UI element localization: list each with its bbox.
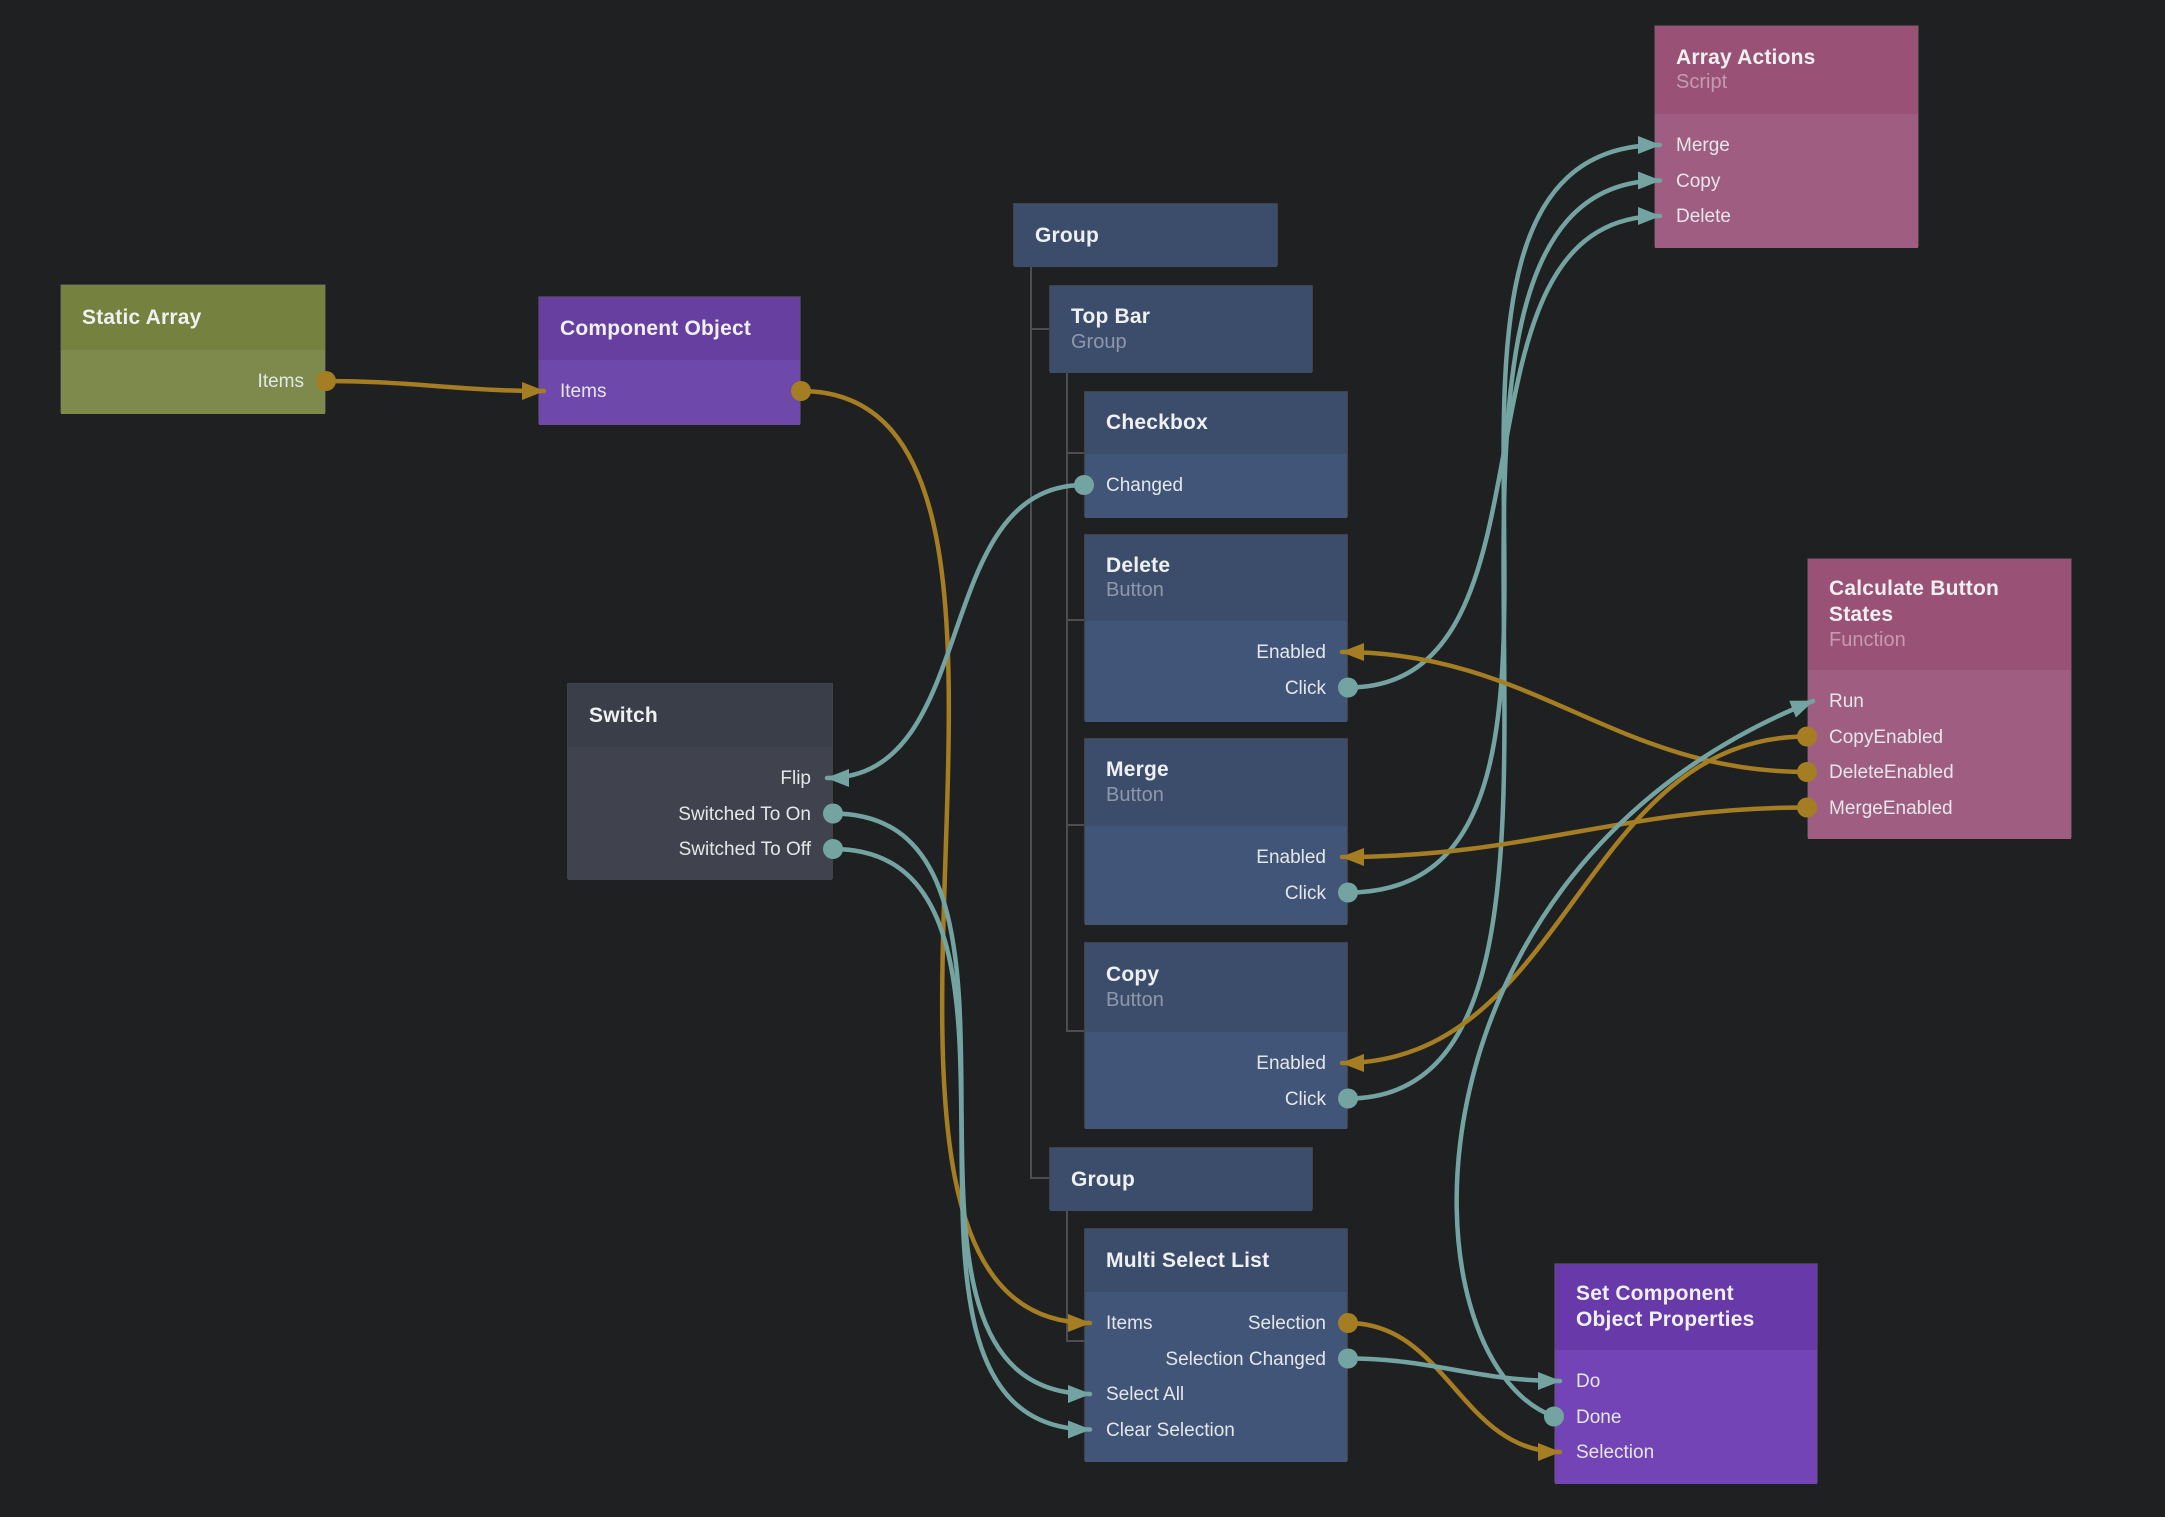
node-port-section: Enabled Click [1085, 1032, 1347, 1129]
port-label-flip: Flip [780, 768, 811, 789]
node-switch[interactable]: Switch Flip Switched To On Switched To Off [567, 683, 833, 880]
node-static-array[interactable]: Static Array Items [60, 284, 326, 414]
node-port-section: Items [61, 350, 325, 414]
node-title: Delete [1106, 553, 1171, 577]
port-label-delete: Delete [1676, 206, 1731, 227]
node-header: Top Bar Group [1050, 286, 1312, 373]
node-title: Component Object [560, 316, 752, 340]
port-label-enabled: Enabled [1256, 1053, 1326, 1074]
node-port-section: Do Done Selection [1555, 1350, 1817, 1484]
node-header: Static Array [61, 285, 325, 350]
port-label-done: Done [1576, 1406, 1622, 1428]
node-header: Set Component Object Properties [1555, 1264, 1817, 1350]
node-subtitle: Button [1106, 783, 1164, 806]
node-port-section: Flip Switched To On Switched To Off [568, 747, 832, 880]
node-merge-btn[interactable]: Merge Button Enabled Click [1084, 738, 1348, 925]
node-top-bar[interactable]: Top Bar Group [1049, 285, 1313, 373]
node-port-section: Items [539, 360, 800, 425]
port-label-enabled: Enabled [1256, 847, 1326, 868]
node-group1[interactable]: Group [1013, 203, 1278, 267]
port-label-enabled: Enabled [1256, 642, 1326, 663]
node-component-object[interactable]: Component Object Items [538, 296, 801, 425]
node-port-section: Changed [1085, 454, 1347, 518]
node-header: Component Object [539, 297, 800, 360]
port-label-click: Click [1284, 1088, 1326, 1110]
port-label-mergeenabled: MergeEnabled [1829, 797, 1953, 819]
port-label-selection: Selection [1247, 1313, 1326, 1334]
node-port-section: Enabled Click [1085, 826, 1347, 925]
port-label-click: Click [1284, 677, 1326, 699]
port-label-merge: Merge [1676, 135, 1730, 156]
port-label-do: Do [1576, 1371, 1601, 1392]
node-port-section: Merge Copy Delete [1655, 114, 1918, 248]
node-header: Multi Select List [1085, 1229, 1347, 1292]
node-title: Set Component Object Properties [1576, 1282, 1755, 1331]
node-header: Group [1050, 1148, 1312, 1211]
port-label-select-all: Select All [1106, 1384, 1185, 1405]
node-subtitle: Button [1106, 988, 1164, 1011]
port-label-deleteenabled: DeleteEnabled [1829, 762, 1954, 783]
node-header: Group [1014, 204, 1277, 267]
node-array-actions[interactable]: Array Actions Script Merge Copy Delete [1654, 25, 1919, 248]
node-port-section: Items Selection Selection Changed Select Al… [1085, 1292, 1347, 1462]
node-delete-btn[interactable]: Delete Button Enabled Click [1084, 534, 1348, 722]
node-title: Merge [1106, 758, 1169, 782]
node-checkbox[interactable]: Checkbox Changed [1084, 391, 1348, 518]
node-header: Checkbox [1085, 392, 1347, 454]
node-title: Checkbox [1106, 411, 1208, 435]
node-port-section: Run CopyEnabled DeleteEnabled MergeEnabled [1808, 670, 2071, 839]
port-label-selection-changed: Selection Changed [1165, 1348, 1326, 1370]
node-multi-select[interactable]: Multi Select List Items Selection Selection… [1084, 1228, 1348, 1462]
node-subtitle: Function [1829, 628, 1906, 651]
node-title: Calculate Button States [1829, 577, 2000, 626]
node-calculate[interactable]: Calculate Button States Function Run CopyEn… [1807, 558, 2072, 839]
node-header: Calculate Button States Function [1808, 559, 2071, 670]
port-label-switched-to-off: Switched To Off [678, 839, 811, 860]
port-label-copyenabled: CopyEnabled [1829, 726, 1944, 748]
port-label-selection: Selection [1576, 1442, 1655, 1463]
node-title: Array Actions [1676, 45, 1816, 69]
node-title: Static Array [82, 305, 202, 329]
port-label-click: Click [1284, 882, 1326, 904]
node-subtitle: Group [1071, 330, 1127, 353]
port-label-clear-selection: Clear Selection [1106, 1419, 1235, 1441]
node-set-props[interactable]: Set Component Object Properties Do Done Sel… [1554, 1263, 1818, 1484]
port-label-run: Run [1829, 691, 1864, 712]
node-subtitle: Script [1676, 71, 1728, 94]
node-header: Array Actions Script [1655, 26, 1918, 114]
node-port-section: Enabled Click [1085, 621, 1347, 722]
port-label-items: Items [257, 371, 304, 392]
node-group2[interactable]: Group [1049, 1147, 1313, 1211]
node-title: Group [1035, 223, 1099, 247]
port-label-changed: Changed [1106, 475, 1184, 496]
port-label-switched-to-on: Switched To On [678, 803, 811, 825]
port-label-copy: Copy [1676, 170, 1721, 192]
node-header: Copy Button [1085, 943, 1347, 1032]
port-label-items: Items [1106, 1313, 1153, 1334]
node-title: Group [1071, 1167, 1135, 1191]
node-copy-btn[interactable]: Copy Button Enabled Click [1084, 942, 1348, 1129]
node-header: Merge Button [1085, 739, 1347, 826]
node-title: Top Bar [1071, 305, 1151, 329]
node-title: Copy [1106, 963, 1160, 987]
node-header: Switch [568, 684, 832, 747]
node-title: Switch [589, 703, 658, 727]
node-subtitle: Button [1106, 579, 1164, 602]
node-title: Multi Select List [1106, 1248, 1270, 1272]
port-label-items: Items [560, 381, 607, 402]
node-header: Delete Button [1085, 535, 1347, 621]
